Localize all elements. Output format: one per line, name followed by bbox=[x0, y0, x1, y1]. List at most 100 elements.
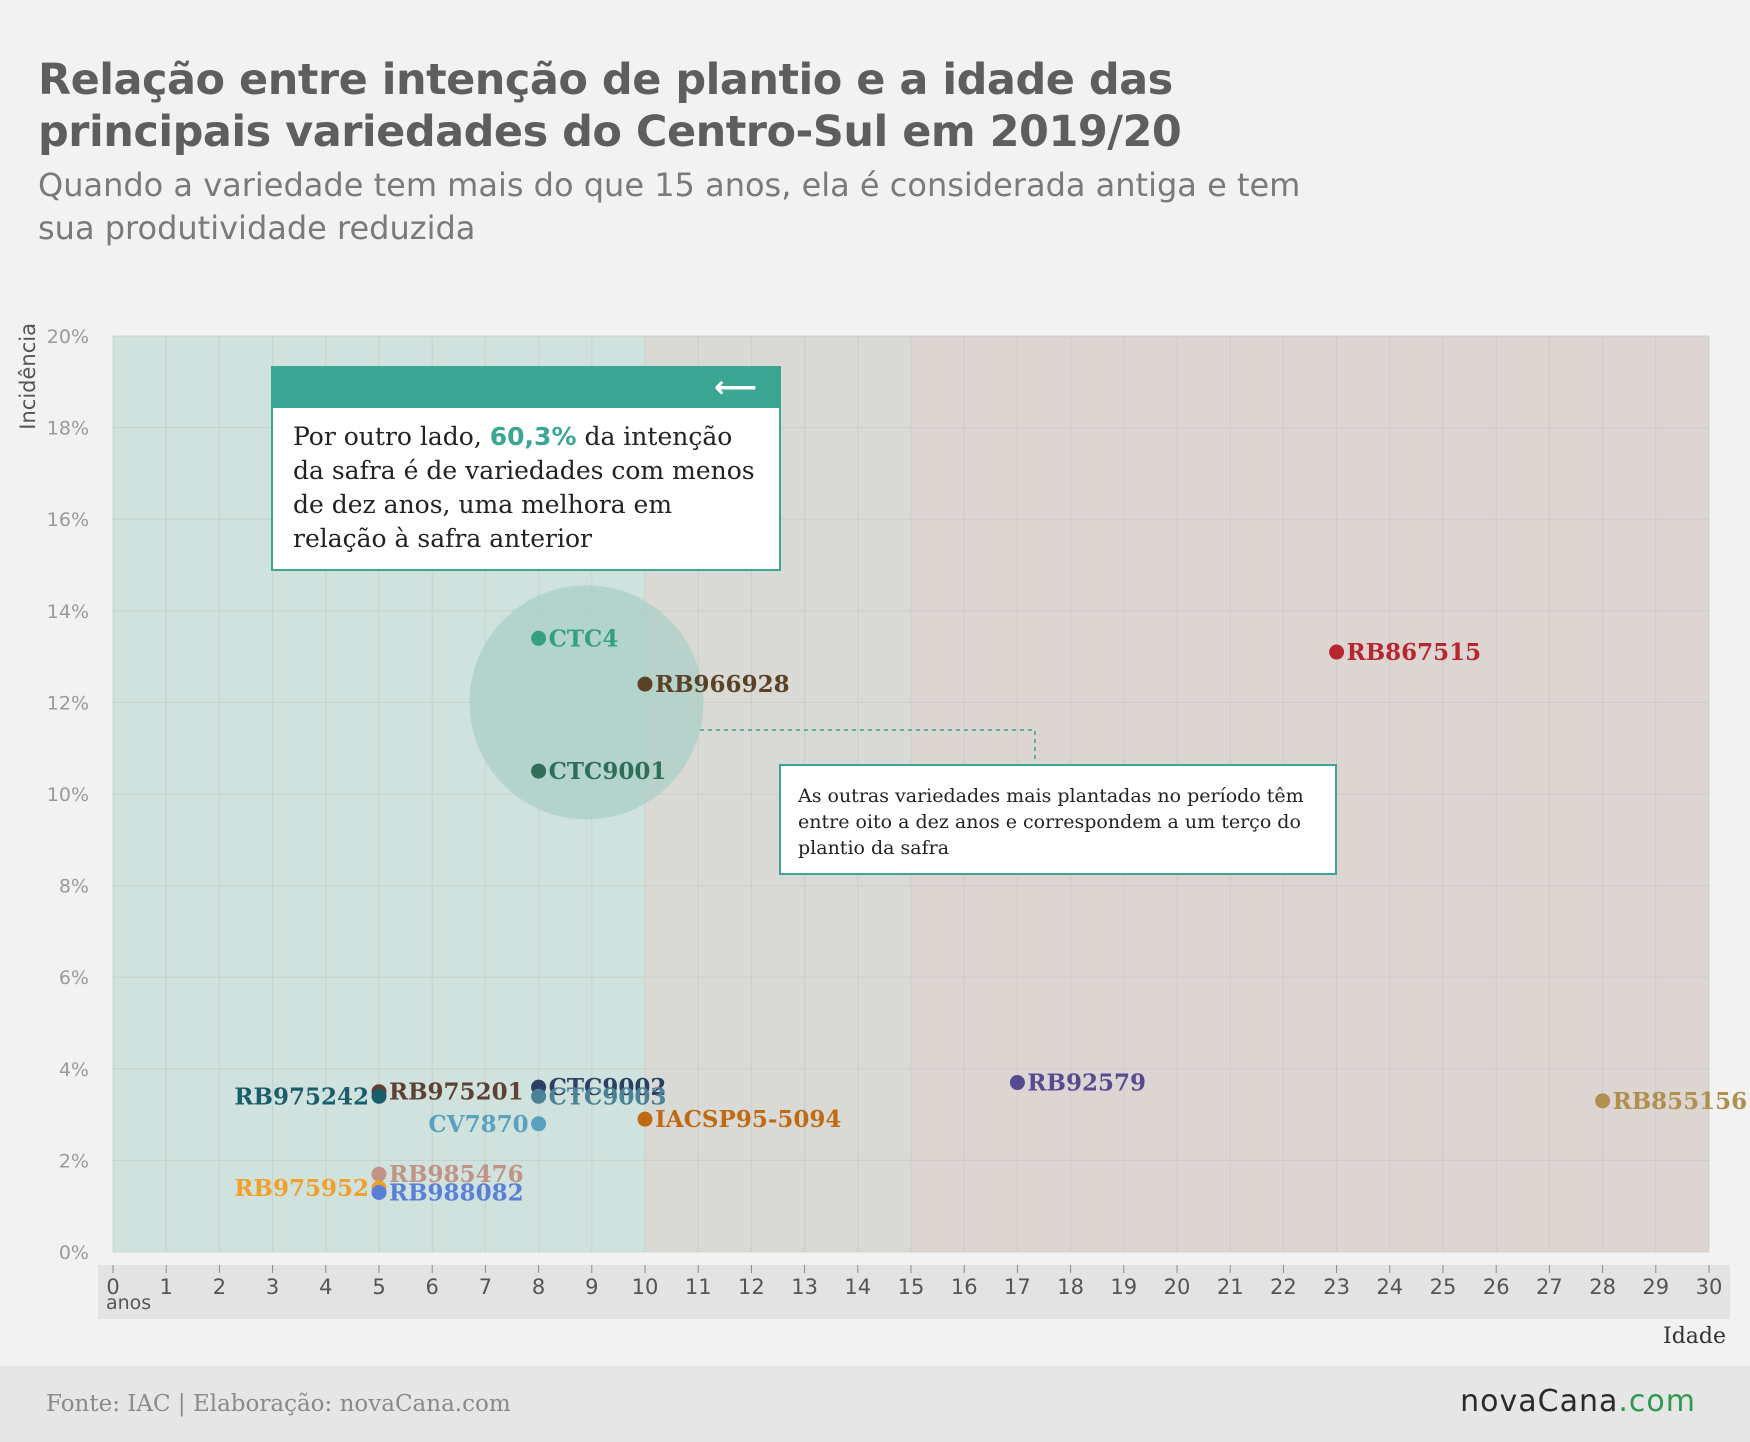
x-tick-label: 19 bbox=[1110, 1275, 1137, 1299]
y-tick-label: 18% bbox=[47, 418, 89, 440]
x-tick-label: 8 bbox=[532, 1275, 545, 1299]
y-tick-label: 4% bbox=[59, 1059, 89, 1081]
x-tick-label: 28 bbox=[1589, 1275, 1616, 1299]
x-tick-label: 6 bbox=[426, 1275, 439, 1299]
highlight-circle bbox=[469, 585, 704, 820]
label-RB855156: RB855156 bbox=[1613, 1088, 1748, 1115]
source-text: Fonte: IAC | Elaboração: novaCana.com bbox=[46, 1391, 511, 1417]
y-tick-label: 0% bbox=[59, 1242, 89, 1264]
y-axis-title: Incidência bbox=[16, 323, 40, 430]
x-axis-unit-label: anos bbox=[106, 1292, 151, 1314]
x-tick-label: 13 bbox=[791, 1275, 818, 1299]
x-tick-label: 24 bbox=[1376, 1275, 1403, 1299]
chart-subtitle: Quando a variedade tem mais do que 15 an… bbox=[38, 164, 1398, 250]
x-tick-label: 7 bbox=[479, 1275, 492, 1299]
x-tick-label: 18 bbox=[1057, 1275, 1084, 1299]
point-RB867515 bbox=[1329, 644, 1345, 660]
x-tick-label: 10 bbox=[632, 1275, 659, 1299]
footer: Fonte: IAC | Elaboração: novaCana.com no… bbox=[0, 1366, 1750, 1442]
chart-title: Relação entre intenção de plantio e a id… bbox=[38, 54, 1338, 158]
x-tick-label: 29 bbox=[1642, 1275, 1669, 1299]
label-CTC9003: CTC9003 bbox=[549, 1083, 667, 1110]
y-tick-label: 8% bbox=[59, 876, 89, 898]
label-RB975952: RB975952 bbox=[234, 1175, 369, 1202]
title-line-1: Relação entre intenção de plantio e a id… bbox=[38, 55, 1173, 105]
point-CTC4 bbox=[531, 630, 547, 646]
title-line-2: principais variedades do Centro-Sul em 2… bbox=[38, 107, 1182, 157]
point-RB92579 bbox=[1009, 1075, 1025, 1091]
point-RB855156 bbox=[1595, 1093, 1611, 1109]
callout-note: As outras variedades mais plantadas no p… bbox=[779, 764, 1337, 875]
logo-com: com bbox=[1628, 1384, 1696, 1419]
y-tick-label: 14% bbox=[47, 601, 89, 623]
callout-text-after: da intenção da safra é de variedades com… bbox=[293, 422, 755, 553]
x-tick-label: 27 bbox=[1536, 1275, 1563, 1299]
x-tick-label: 23 bbox=[1323, 1275, 1350, 1299]
x-tick-label: 5 bbox=[372, 1275, 385, 1299]
y-tick-label: 16% bbox=[47, 509, 89, 531]
callout-main: ⟵ Por outro lado, 60,3% da intenção da s… bbox=[271, 366, 781, 571]
point-RB985476 bbox=[371, 1166, 387, 1182]
y-tick-label: 2% bbox=[59, 1150, 89, 1172]
label-RB988082: RB988082 bbox=[389, 1179, 524, 1206]
label-CTC4: CTC4 bbox=[549, 625, 619, 652]
x-tick-label: 12 bbox=[738, 1275, 765, 1299]
x-tick-label: 20 bbox=[1164, 1275, 1191, 1299]
x-axis-band bbox=[98, 1265, 1730, 1319]
x-tick-label: 2 bbox=[213, 1275, 226, 1299]
point-RB975242 bbox=[371, 1088, 387, 1104]
logo-dot: . bbox=[1618, 1384, 1629, 1419]
label-IACSP95-5094: IACSP95-5094 bbox=[655, 1106, 841, 1133]
callout-main-text: Por outro lado, 60,3% da intenção da saf… bbox=[273, 408, 779, 556]
point-RB966928 bbox=[637, 676, 653, 692]
y-tick-label: 12% bbox=[47, 692, 89, 714]
x-tick-label: 14 bbox=[844, 1275, 871, 1299]
x-tick-label: 3 bbox=[266, 1275, 279, 1299]
label-CTC9002: CTC9002 bbox=[549, 1074, 667, 1101]
data-points: CTC4 RB966928 CTC9001 RB867515 RB975201 RB975… bbox=[234, 625, 1747, 1206]
x-tick-label: 22 bbox=[1270, 1275, 1297, 1299]
x-tick-label: 11 bbox=[685, 1275, 712, 1299]
x-tick-label: 4 bbox=[319, 1275, 332, 1299]
x-tick-label: 17 bbox=[1004, 1275, 1031, 1299]
label-CTC9001: CTC9001 bbox=[549, 758, 667, 785]
label-CV7870: CV7870 bbox=[428, 1111, 528, 1138]
label-RB966928: RB966928 bbox=[655, 671, 790, 698]
label-RB985476: RB985476 bbox=[389, 1161, 524, 1188]
label-RB867515: RB867515 bbox=[1347, 639, 1482, 666]
logo-text-part1: nova bbox=[1460, 1384, 1538, 1419]
x-tick-label: 1 bbox=[160, 1275, 173, 1299]
label-RB92579: RB92579 bbox=[1027, 1070, 1146, 1097]
point-CTC9003 bbox=[531, 1088, 547, 1104]
x-tick-label: 9 bbox=[585, 1275, 598, 1299]
x-axis-ticks: 0 1 2 3 4 5 6 7 8 9 10 11 12 13 14 15 16 17 18 19 20 21 22 23 24… bbox=[106, 1265, 1722, 1299]
x-tick-label: 30 bbox=[1696, 1275, 1723, 1299]
x-axis-title: Idade bbox=[1663, 1324, 1726, 1349]
callout-header-bar: ⟵ bbox=[273, 368, 779, 408]
callout-note-text: As outras variedades mais plantadas no p… bbox=[798, 785, 1304, 859]
arrow-left-icon: ⟵ bbox=[713, 370, 757, 405]
y-axis-ticks: 0% 2% 4% 6% 8% 10% 12% 14% 16% 18% 20% bbox=[47, 326, 89, 1264]
x-tick-label: 21 bbox=[1217, 1275, 1244, 1299]
label-RB975242: RB975242 bbox=[234, 1083, 369, 1110]
logo-text-part2: Cana bbox=[1537, 1384, 1619, 1419]
subtitle-line-1: Quando a variedade tem mais do que 15 an… bbox=[38, 166, 1301, 204]
label-RB975201: RB975201 bbox=[389, 1079, 524, 1106]
x-tick-label: 25 bbox=[1430, 1275, 1457, 1299]
novacana-logo: novaCana.com bbox=[1460, 1384, 1696, 1419]
x-tick-label: 26 bbox=[1483, 1275, 1510, 1299]
point-CV7870 bbox=[531, 1116, 547, 1132]
point-IACSP95-5094 bbox=[637, 1111, 653, 1127]
callout-text-before: Por outro lado, bbox=[293, 422, 490, 451]
subtitle-line-2: sua produtividade reduzida bbox=[38, 209, 476, 247]
y-tick-label: 20% bbox=[47, 326, 89, 348]
callout-highlight: 60,3% bbox=[489, 422, 577, 451]
point-CTC9001 bbox=[531, 763, 547, 779]
x-tick-label: 16 bbox=[951, 1275, 978, 1299]
point-RB988082 bbox=[371, 1184, 387, 1200]
x-tick-label: 15 bbox=[898, 1275, 925, 1299]
y-tick-label: 6% bbox=[59, 967, 89, 989]
y-tick-label: 10% bbox=[47, 784, 89, 806]
x-tick-label: 0 bbox=[106, 1275, 119, 1299]
